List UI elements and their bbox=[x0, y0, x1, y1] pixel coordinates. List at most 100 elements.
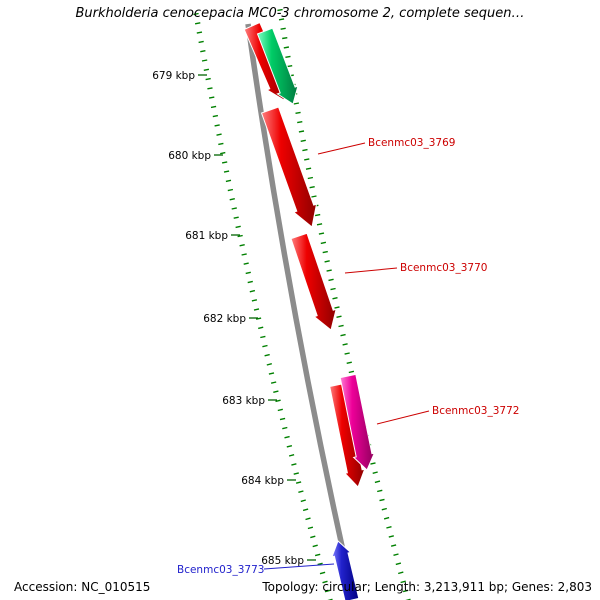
minor-tick bbox=[237, 234, 243, 238]
minor-tick bbox=[302, 148, 308, 152]
minor-tick bbox=[295, 111, 301, 114]
minor-tick bbox=[314, 213, 321, 217]
ruler-label-684: 684 kbp bbox=[241, 475, 284, 487]
minor-tick bbox=[251, 299, 258, 302]
minor-tick bbox=[270, 381, 277, 384]
minor-tick bbox=[324, 589, 331, 593]
minor-tick bbox=[282, 37, 288, 40]
minor-tick bbox=[196, 31, 203, 34]
minor-tick-rings bbox=[193, 8, 411, 600]
gene-leader-line bbox=[263, 563, 335, 570]
minor-tick bbox=[275, 399, 281, 403]
gene-leader-line bbox=[344, 267, 398, 274]
minor-tick bbox=[262, 344, 268, 348]
minor-tick bbox=[193, 12, 199, 16]
minor-tick bbox=[285, 55, 291, 58]
minor-tick bbox=[243, 262, 249, 265]
minor-tick bbox=[253, 308, 260, 311]
minor-tick bbox=[342, 343, 348, 346]
gene-labels: Bcenmc03_3769 Bcenmc03_3770 Bcenmc03_377… bbox=[177, 137, 519, 576]
minor-tick bbox=[288, 454, 295, 457]
gene-leader-line bbox=[376, 410, 430, 425]
minor-tick bbox=[245, 271, 251, 275]
minor-tick bbox=[235, 225, 241, 229]
minor-tick bbox=[201, 59, 208, 62]
minor-tick bbox=[314, 553, 321, 557]
gene-arrow-green[interactable] bbox=[256, 27, 299, 105]
minor-tick bbox=[304, 158, 310, 161]
gene-label-3773[interactable]: Bcenmc03_3773 bbox=[177, 564, 264, 576]
minor-tick bbox=[293, 472, 299, 475]
minor-tick bbox=[370, 462, 376, 465]
minor-tick bbox=[223, 170, 230, 173]
minor-tick bbox=[266, 363, 272, 366]
minor-tick bbox=[332, 297, 338, 300]
minor-tick bbox=[295, 481, 302, 484]
minor-tick bbox=[298, 130, 305, 133]
minor-tick bbox=[260, 335, 266, 339]
minor-tick bbox=[258, 326, 264, 330]
minor-tick bbox=[322, 250, 328, 254]
minor-tick bbox=[310, 535, 316, 539]
minor-tick bbox=[277, 408, 283, 412]
minor-tick bbox=[298, 490, 304, 493]
minor-tick bbox=[377, 489, 383, 493]
minor-tick bbox=[400, 580, 406, 584]
minor-tick bbox=[324, 260, 330, 263]
gene-label-3769[interactable]: Bcenmc03_3769 bbox=[368, 137, 455, 149]
minor-tick bbox=[278, 18, 285, 21]
minor-tick bbox=[386, 526, 392, 529]
minor-tick bbox=[390, 544, 397, 547]
minor-tick bbox=[381, 507, 387, 511]
minor-tick bbox=[205, 77, 211, 81]
gene-label-3770[interactable]: Bcenmc03_3770 bbox=[400, 262, 487, 274]
minor-tick bbox=[372, 471, 378, 474]
backbone-line bbox=[245, 23, 357, 600]
minor-tick bbox=[398, 571, 404, 575]
minor-tick bbox=[268, 372, 275, 375]
minor-tick bbox=[286, 445, 293, 448]
minor-tick bbox=[293, 102, 300, 105]
minor-tick bbox=[291, 463, 297, 466]
ruler-label-685: 685 kbp bbox=[261, 555, 304, 567]
minor-tick bbox=[307, 526, 314, 530]
minor-tick bbox=[348, 370, 355, 374]
minor-tick bbox=[300, 139, 306, 142]
minor-tick bbox=[383, 516, 390, 520]
minor-tick bbox=[264, 353, 270, 357]
minor-tick bbox=[302, 508, 309, 512]
minor-tick bbox=[317, 562, 323, 566]
ruler-label-679: 679 kbp bbox=[152, 70, 195, 82]
minor-tick bbox=[309, 186, 315, 189]
minor-tick bbox=[336, 315, 342, 318]
minor-tick bbox=[320, 241, 327, 245]
minor-tick bbox=[216, 133, 222, 136]
minor-tick bbox=[346, 361, 352, 364]
gene-label-3772[interactable]: Bcenmc03_3772 bbox=[432, 405, 519, 417]
minor-tick bbox=[284, 435, 290, 439]
gene-arrow-3769[interactable] bbox=[260, 106, 318, 228]
minor-tick bbox=[316, 223, 323, 226]
gene-leader-line bbox=[317, 142, 366, 155]
minor-tick bbox=[300, 499, 306, 503]
minor-tick bbox=[334, 306, 340, 309]
gene-arrows-layer bbox=[243, 21, 376, 600]
minor-tick bbox=[402, 589, 409, 593]
minor-tick bbox=[227, 188, 234, 192]
minor-tick bbox=[207, 87, 213, 90]
gene-arrow-3773[interactable] bbox=[331, 540, 360, 600]
minor-tick bbox=[307, 176, 314, 180]
topology-text: Topology: circular; Length: 3,213,911 bp… bbox=[262, 580, 592, 594]
gene-arrow-3772[interactable] bbox=[339, 373, 376, 471]
minor-tick bbox=[277, 8, 283, 12]
minor-tick bbox=[379, 498, 385, 502]
minor-tick bbox=[229, 198, 235, 201]
minor-tick bbox=[312, 544, 318, 548]
minor-tick bbox=[210, 105, 217, 109]
minor-tick bbox=[194, 22, 201, 25]
minor-tick bbox=[326, 269, 332, 272]
gene-arrow-3770[interactable] bbox=[290, 232, 337, 331]
ruler: 679 kbp 680 kbp 681 kbp 682 kbp 683 kbp … bbox=[152, 70, 316, 567]
